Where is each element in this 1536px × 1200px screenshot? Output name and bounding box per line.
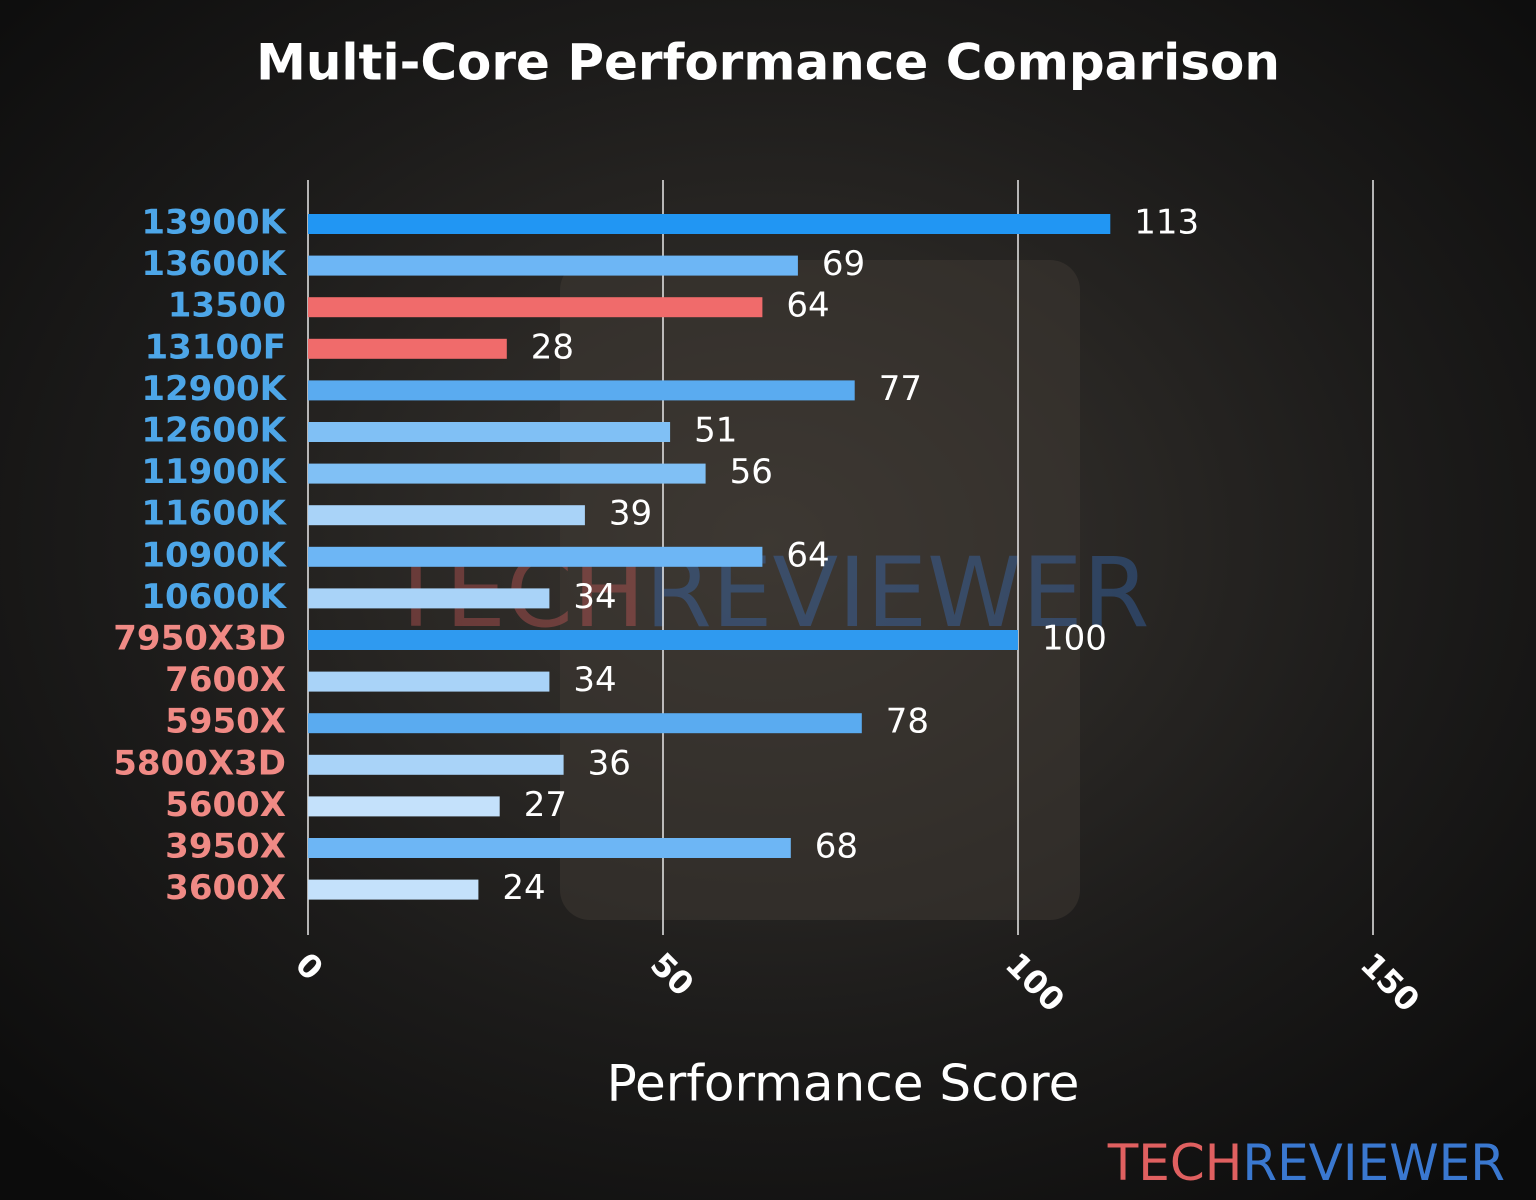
data-label: 39 bbox=[609, 494, 652, 534]
y-tick-label: 5800X3D bbox=[113, 743, 286, 783]
data-label: 64 bbox=[786, 286, 829, 326]
data-label: 34 bbox=[573, 577, 616, 617]
y-tick-label: 10900K bbox=[141, 535, 287, 575]
y-tick-label: 7600X bbox=[165, 660, 286, 700]
y-tick-label: 11600K bbox=[141, 494, 287, 534]
background-chip bbox=[560, 260, 1080, 920]
bar bbox=[308, 463, 706, 484]
y-tick-label: 5600X bbox=[165, 785, 286, 825]
x-axis-label: Performance Score bbox=[607, 1055, 1080, 1113]
bar bbox=[308, 380, 855, 401]
data-label: 51 bbox=[694, 411, 737, 451]
bar bbox=[308, 879, 479, 900]
bar bbox=[308, 630, 1018, 650]
bar bbox=[308, 713, 862, 734]
bar bbox=[308, 255, 798, 276]
watermark-part: REVIEWER bbox=[1242, 1134, 1505, 1192]
bar bbox=[308, 546, 763, 567]
watermark-part: TECH bbox=[1107, 1134, 1243, 1192]
bar bbox=[308, 214, 1111, 234]
data-label: 56 bbox=[730, 452, 773, 492]
y-tick-label: 13500 bbox=[168, 286, 286, 326]
data-label: 24 bbox=[502, 868, 545, 908]
data-label: 36 bbox=[588, 743, 631, 783]
watermark-logo: TECHREVIEWER bbox=[1107, 1134, 1505, 1192]
chart-title: Multi-Core Performance Comparison bbox=[256, 34, 1280, 92]
y-tick-label: 11900K bbox=[141, 452, 287, 492]
bar bbox=[308, 338, 507, 359]
y-tick-label: 7950X3D bbox=[113, 619, 286, 659]
y-tick-label: 13600K bbox=[141, 244, 287, 284]
data-label: 113 bbox=[1134, 203, 1199, 243]
y-tick-label: 12600K bbox=[141, 411, 287, 451]
bar bbox=[308, 505, 585, 526]
data-label: 68 bbox=[815, 827, 858, 867]
bar bbox=[308, 796, 500, 817]
data-label: 64 bbox=[786, 535, 829, 575]
bar bbox=[308, 754, 564, 775]
bar bbox=[308, 297, 763, 318]
y-tick-label: 5950X bbox=[165, 702, 286, 742]
bar bbox=[308, 838, 791, 858]
bar bbox=[308, 588, 550, 609]
data-label: 78 bbox=[886, 702, 929, 742]
y-tick-label: 12900K bbox=[141, 369, 287, 409]
y-tick-label: 3950X bbox=[165, 827, 286, 867]
y-tick-label: 13900K bbox=[141, 203, 287, 243]
y-tick-label: 3600X bbox=[165, 868, 286, 908]
y-tick-label: 10600K bbox=[141, 577, 287, 617]
bar bbox=[308, 422, 671, 442]
data-label: 100 bbox=[1042, 619, 1107, 659]
data-label: 34 bbox=[573, 660, 616, 700]
data-label: 28 bbox=[531, 327, 574, 367]
y-tick-label: 13100F bbox=[144, 327, 286, 367]
data-label: 27 bbox=[524, 785, 567, 825]
data-label: 69 bbox=[822, 244, 865, 284]
bar bbox=[308, 671, 550, 692]
data-label: 77 bbox=[879, 369, 922, 409]
